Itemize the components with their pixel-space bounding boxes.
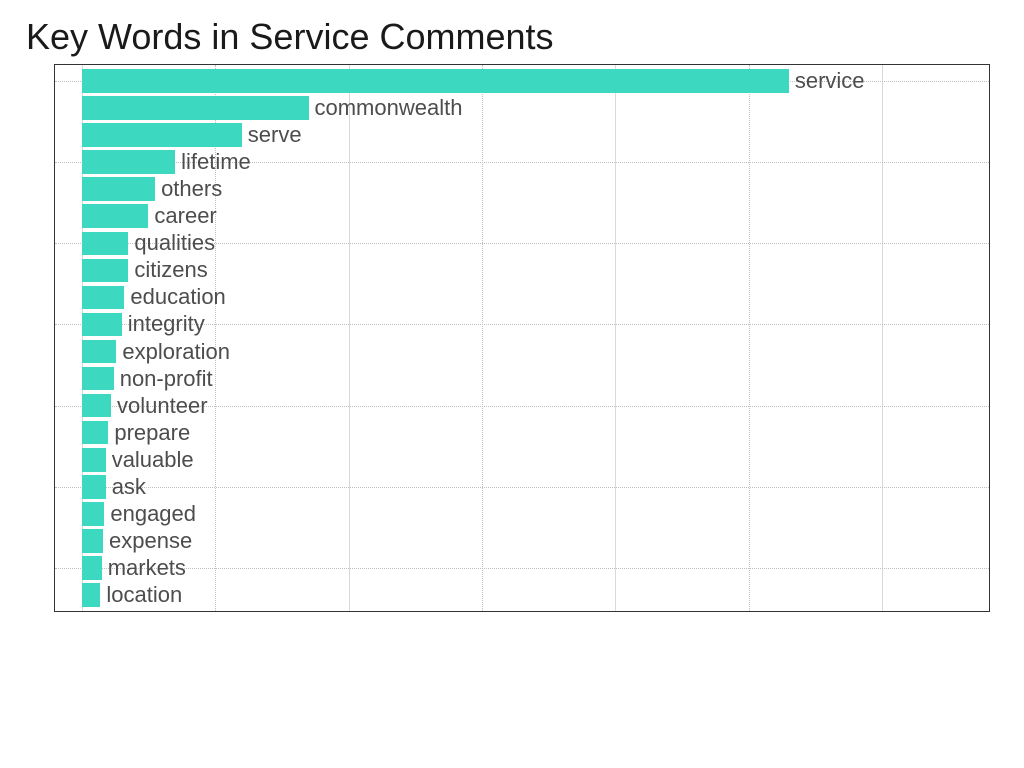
bar-label: others	[161, 176, 222, 202]
bar-label: integrity	[128, 311, 205, 337]
bar-label: volunteer	[117, 393, 208, 419]
bar	[82, 448, 106, 472]
plot-area: service commonwealth servelifetimeothersca…	[24, 64, 1000, 668]
bar	[82, 340, 117, 364]
bar	[82, 259, 129, 283]
bar-label: education	[130, 284, 225, 310]
bar-label: markets	[108, 555, 186, 581]
bar	[82, 394, 111, 418]
bar	[82, 367, 114, 391]
x-major-gridline	[882, 65, 883, 611]
bar-label: ask	[112, 474, 146, 500]
y-minor-gridline	[55, 568, 989, 569]
bar-label: prepare	[114, 420, 190, 446]
x-minor-gridline	[482, 65, 483, 611]
bar	[82, 204, 149, 228]
chart-container: Key Words in Service Comments service com…	[0, 0, 1024, 768]
bar-label: serve	[248, 122, 302, 148]
bar-label: valuable	[112, 447, 194, 473]
bar	[82, 313, 122, 337]
bar-label: lifetime	[181, 149, 251, 175]
bar	[82, 529, 103, 553]
panel-inner: service commonwealth servelifetimeothersca…	[55, 65, 989, 611]
bar	[82, 286, 125, 310]
chart-title: Key Words in Service Comments	[26, 16, 1000, 58]
bar	[82, 583, 101, 607]
x-major-gridline	[615, 65, 616, 611]
bar-label: citizens	[134, 257, 207, 283]
bar-label: qualities	[134, 230, 215, 256]
bar	[82, 475, 106, 499]
bar	[82, 177, 155, 201]
bar	[82, 96, 309, 120]
bar	[82, 502, 105, 526]
bar-label: commonwealth	[315, 95, 463, 121]
bar-label: exploration	[122, 339, 230, 365]
bar	[82, 150, 175, 174]
x-minor-gridline	[749, 65, 750, 611]
bar	[82, 421, 109, 445]
bar-label: non-profit	[120, 366, 213, 392]
bar-label: location	[106, 582, 182, 608]
bar-label: expense	[109, 528, 192, 554]
bar	[82, 556, 102, 580]
bar-label: engaged	[110, 501, 196, 527]
bar-label: career	[154, 203, 216, 229]
y-minor-gridline	[55, 487, 989, 488]
bar-label: service	[795, 68, 865, 94]
bar	[82, 69, 789, 93]
plot-panel: service commonwealth servelifetimeothersca…	[54, 64, 990, 612]
bar	[82, 123, 242, 147]
bar	[82, 232, 129, 256]
x-major-gridline	[349, 65, 350, 611]
